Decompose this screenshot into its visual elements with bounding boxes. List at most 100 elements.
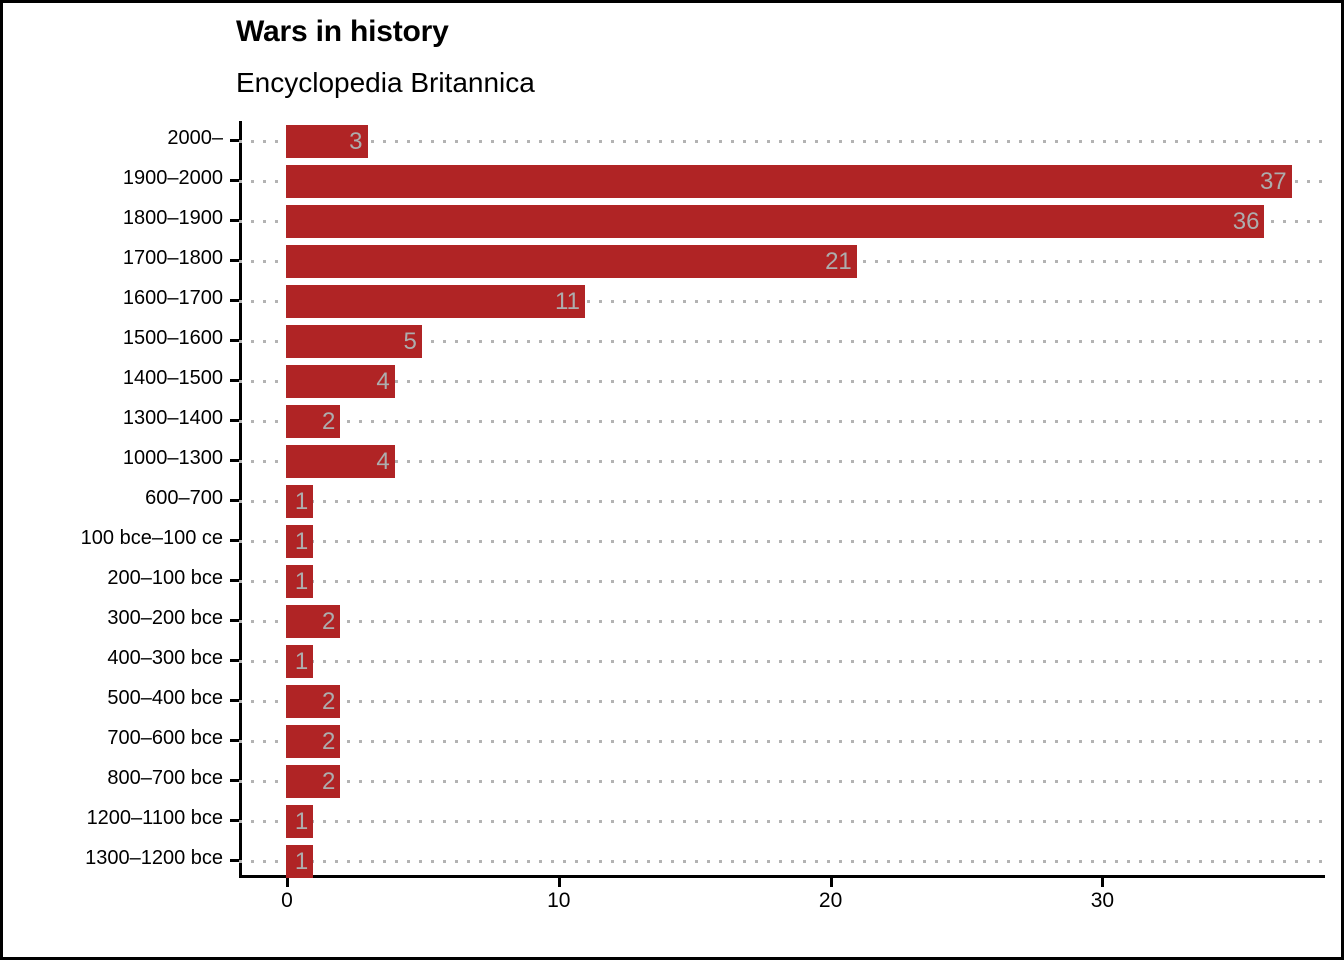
bar-container[interactable]: 21 xyxy=(286,245,857,278)
chart-row: 800–700 bce 2 xyxy=(107,761,1325,801)
bar-container[interactable]: 1 xyxy=(286,645,314,678)
bar[interactable]: 37 xyxy=(286,165,1292,198)
bar-container[interactable]: 2 xyxy=(286,725,341,758)
y-axis-tick xyxy=(230,859,239,862)
y-axis-tick xyxy=(230,459,239,462)
bar-container[interactable]: 5 xyxy=(286,325,422,358)
bar[interactable]: 1 xyxy=(286,485,314,518)
y-axis-tick xyxy=(230,739,239,742)
x-axis-label: 30 xyxy=(1090,889,1115,912)
chart-row: 1300–1200 bce 1 xyxy=(85,841,1325,881)
chart-row: 2000– 3 xyxy=(167,121,1325,161)
chart-row: 1700–1800 21 xyxy=(123,241,1325,281)
bar[interactable]: 2 xyxy=(286,405,341,438)
y-axis-label: 1500–1600 xyxy=(122,327,223,349)
bar[interactable]: 1 xyxy=(286,565,314,598)
gridline xyxy=(239,140,1325,143)
y-axis-tick xyxy=(230,419,239,422)
bar[interactable]: 1 xyxy=(286,525,314,558)
y-axis-tick xyxy=(230,579,239,582)
chart-row: 1400–1500 4 xyxy=(123,361,1325,401)
y-axis-label: 1700–1800 xyxy=(122,247,223,269)
y-axis-tick xyxy=(230,619,239,622)
y-axis-label: 1400–1500 xyxy=(122,367,223,389)
y-axis-label: 300–200 bce xyxy=(107,607,223,629)
bar[interactable]: 3 xyxy=(286,125,368,158)
chart-row: 1600–1700 11 xyxy=(123,281,1325,321)
y-axis-label: 600–700 xyxy=(145,487,223,509)
bar-value-label: 2 xyxy=(322,768,336,795)
bar-value-label: 1 xyxy=(294,648,309,675)
bar-container[interactable]: 2 xyxy=(286,605,341,638)
bar-value-label: 36 xyxy=(1232,208,1260,235)
bar-container[interactable]: 4 xyxy=(286,365,395,398)
chart-row: 1200–1100 bce 1 xyxy=(87,801,1325,841)
chart-row: 600–700 1 xyxy=(145,481,1325,521)
x-axis-label: 0 xyxy=(281,889,293,912)
gridline xyxy=(239,620,1325,623)
bar-container[interactable]: 1 xyxy=(286,805,314,838)
gridline xyxy=(239,420,1325,423)
gridline xyxy=(239,820,1325,823)
bar[interactable]: 1 xyxy=(286,645,314,678)
gridline xyxy=(239,460,1325,463)
gridline xyxy=(239,660,1325,663)
bar-container[interactable]: 2 xyxy=(286,685,341,718)
bar-value-label: 2 xyxy=(322,688,336,715)
bar[interactable]: 2 xyxy=(286,685,341,718)
bar-container[interactable]: 3 xyxy=(286,125,368,158)
gridline xyxy=(239,860,1325,863)
bar-container[interactable]: 4 xyxy=(286,445,395,478)
bar[interactable]: 4 xyxy=(286,445,395,478)
gridline xyxy=(239,540,1325,543)
y-axis-tick xyxy=(230,259,239,262)
bar-value-label: 1 xyxy=(294,528,309,555)
y-axis-tick xyxy=(230,699,239,702)
bar[interactable]: 5 xyxy=(286,325,422,358)
chart-row: 1300–1400 2 xyxy=(123,401,1325,441)
bar-container[interactable]: 2 xyxy=(286,765,341,798)
bar-value-label: 1 xyxy=(294,568,309,595)
y-axis-tick xyxy=(230,179,239,182)
bar[interactable]: 21 xyxy=(286,245,857,278)
x-axis-line xyxy=(239,875,1325,878)
y-axis-label: 1000–1300 xyxy=(122,447,223,469)
bar-container[interactable]: 1 xyxy=(286,845,314,878)
bar[interactable]: 4 xyxy=(286,365,395,398)
bar-container[interactable]: 36 xyxy=(286,205,1265,238)
y-axis-line xyxy=(239,121,242,878)
y-axis-tick xyxy=(230,139,239,142)
bar-container[interactable]: 2 xyxy=(286,405,341,438)
bar-container[interactable]: 37 xyxy=(286,165,1292,198)
y-axis-label: 400–300 bce xyxy=(107,647,223,669)
chart-row: 1800–1900 36 xyxy=(123,201,1325,241)
bar-value-label: 21 xyxy=(825,248,852,275)
bar[interactable]: 1 xyxy=(286,845,314,878)
y-axis-tick xyxy=(230,219,239,222)
gridline xyxy=(239,580,1325,583)
gridline xyxy=(239,700,1325,703)
x-axis-tick xyxy=(557,878,561,887)
y-axis-label: 1300–1200 bce xyxy=(85,847,223,869)
y-axis-label: 500–400 bce xyxy=(107,687,223,709)
y-axis-tick xyxy=(230,819,239,822)
bar-value-label: 3 xyxy=(349,128,363,155)
bar-value-label: 1 xyxy=(294,488,309,515)
bar-container[interactable]: 1 xyxy=(286,525,314,558)
bar[interactable]: 2 xyxy=(286,725,341,758)
y-axis-label: 1900–2000 xyxy=(122,167,223,189)
bar-container[interactable]: 1 xyxy=(286,565,314,598)
gridline xyxy=(239,380,1325,383)
bar[interactable]: 36 xyxy=(286,205,1265,238)
bar[interactable]: 2 xyxy=(286,605,341,638)
bar[interactable]: 11 xyxy=(286,285,585,318)
y-axis-label: 1300–1400 xyxy=(122,407,223,429)
chart-row: 200–100 bce 1 xyxy=(107,561,1325,601)
bar-container[interactable]: 11 xyxy=(286,285,585,318)
bar-value-label: 1 xyxy=(294,808,309,835)
bar-container[interactable]: 1 xyxy=(286,485,314,518)
y-axis-label: 200–100 bce xyxy=(107,567,223,589)
bar[interactable]: 2 xyxy=(286,765,341,798)
bar[interactable]: 1 xyxy=(286,805,314,838)
bar-value-label: 37 xyxy=(1259,168,1287,195)
